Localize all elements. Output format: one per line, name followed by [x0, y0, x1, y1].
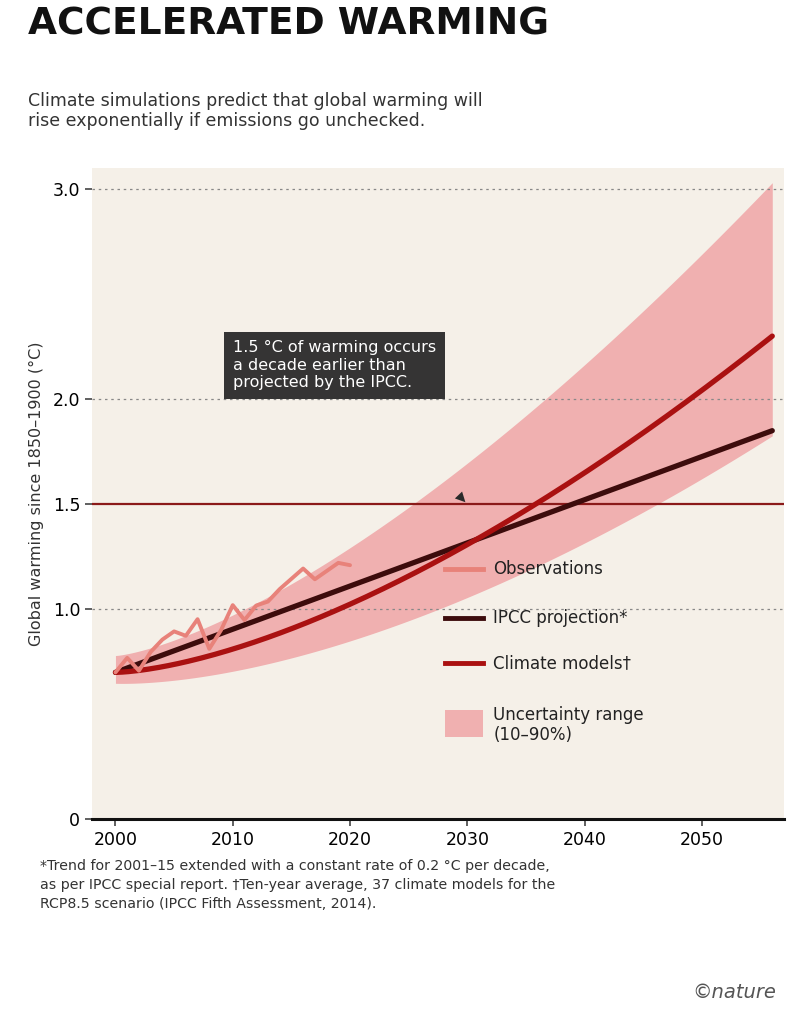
Text: Climate models†: Climate models†	[494, 655, 631, 672]
Text: Uncertainty range
(10–90%): Uncertainty range (10–90%)	[494, 705, 644, 744]
Text: Observations: Observations	[494, 560, 603, 577]
Text: ©nature: ©nature	[692, 983, 776, 1002]
Text: ACCELERATED WARMING: ACCELERATED WARMING	[28, 6, 549, 43]
Text: Climate simulations predict that global warming will
rise exponentially if emiss: Climate simulations predict that global …	[28, 92, 482, 130]
Y-axis label: Global warming since 1850–1900 (°C): Global warming since 1850–1900 (°C)	[30, 341, 44, 646]
Text: 1.5 °C of warming occurs
a decade earlier than
projected by the IPCC.: 1.5 °C of warming occurs a decade earlie…	[233, 340, 466, 502]
Text: *Trend for 2001–15 extended with a constant rate of 0.2 °C per decade,
as per IP: *Trend for 2001–15 extended with a const…	[40, 859, 555, 911]
Text: IPCC projection*: IPCC projection*	[494, 609, 628, 626]
Bar	[445, 710, 483, 737]
